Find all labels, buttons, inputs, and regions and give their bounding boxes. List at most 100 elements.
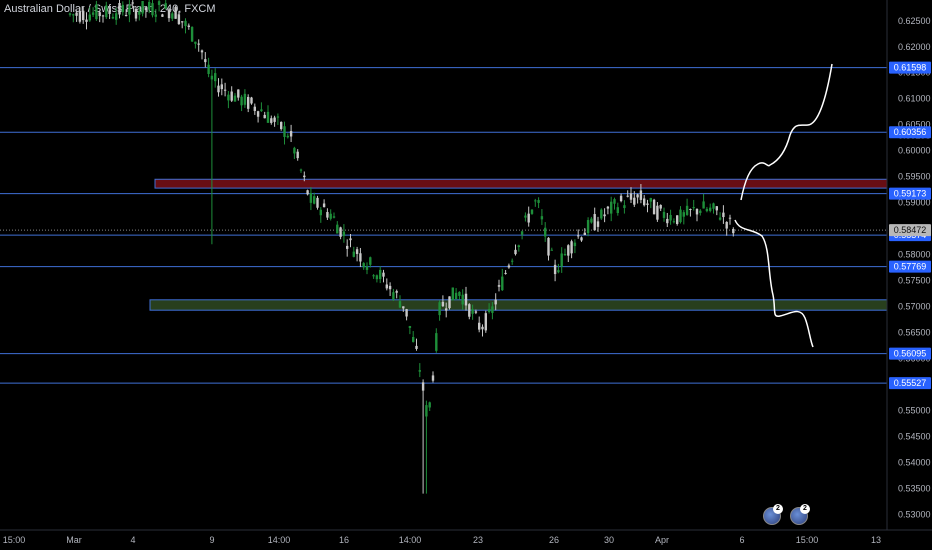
candle-body — [438, 302, 441, 316]
candle-body — [626, 195, 629, 197]
candle-body — [544, 227, 547, 237]
candle-body — [600, 209, 603, 219]
price-tick-label: 0.54500 — [898, 431, 931, 441]
candle-body — [98, 12, 101, 17]
candle-body — [659, 205, 662, 209]
candle-body — [702, 201, 705, 209]
candle-body — [666, 218, 669, 224]
candle-body — [296, 151, 299, 159]
candle-body — [124, 15, 128, 17]
candle-body — [256, 111, 260, 117]
candle-body — [692, 207, 695, 209]
candle-body — [138, 11, 141, 15]
candle-body — [154, 14, 157, 17]
candle-body — [451, 287, 454, 301]
candle-body — [504, 272, 507, 274]
price-tick-label: 0.57000 — [898, 302, 931, 312]
level-badge-label: 0.59173 — [894, 189, 927, 199]
candle-body — [530, 209, 534, 214]
candle-body — [553, 264, 557, 275]
last-price-badge-label: 0.58472 — [894, 225, 927, 235]
candle-body — [375, 275, 379, 280]
candle-body — [197, 43, 200, 45]
time-tick-label: 15:00 — [796, 535, 819, 545]
candle-body — [474, 311, 478, 313]
candle-body — [306, 190, 309, 195]
candle-body — [517, 245, 520, 248]
candle-body — [398, 301, 402, 308]
price-tick-label: 0.61000 — [898, 94, 931, 104]
candle-body — [355, 249, 359, 254]
price-tick-label: 0.56500 — [898, 328, 931, 338]
candle-body — [263, 114, 266, 119]
time-tick-label: 23 — [473, 535, 483, 545]
candle-body — [639, 190, 643, 200]
candle-body — [695, 209, 699, 215]
idea-avatar-icon[interactable]: 2 — [790, 504, 810, 525]
candle-body — [715, 206, 718, 211]
candle-body — [210, 75, 214, 80]
candle-body — [431, 375, 435, 381]
candle-body — [646, 203, 649, 205]
candle-body — [478, 322, 481, 330]
candle-body — [342, 231, 346, 236]
price-tick-label: 0.59000 — [898, 198, 931, 208]
candle-body — [187, 25, 190, 27]
candle-body — [108, 10, 111, 14]
candle-body — [494, 299, 497, 305]
candle-body — [362, 263, 365, 268]
candle-body — [174, 6, 177, 19]
level-badge — [889, 126, 931, 139]
time-tick-label: 14:00 — [399, 535, 422, 545]
levels-layer — [0, 67, 887, 384]
idea-avatar-icon[interactable]: 2 — [763, 504, 783, 525]
candle-body — [563, 253, 567, 256]
candle-body — [217, 85, 220, 93]
candle-body — [326, 212, 329, 218]
candle-body — [85, 19, 88, 22]
candle-body — [501, 276, 504, 291]
time-tick-label: 15:00 — [3, 535, 26, 545]
candle-body — [91, 12, 95, 15]
candle-body — [685, 205, 689, 215]
price-tick-label: 0.62500 — [898, 16, 931, 26]
candle-body — [705, 208, 709, 212]
candle-body — [72, 14, 75, 16]
candle-body — [392, 292, 395, 300]
candle-body — [68, 13, 72, 15]
candle-body — [623, 205, 626, 209]
price-badges: 0.602950.615980.603560.591730.583740.577… — [889, 61, 931, 390]
candle-body — [616, 207, 619, 214]
candle-body — [633, 197, 636, 205]
price-tick-label: 0.53500 — [898, 483, 931, 493]
candle-body — [550, 249, 553, 251]
candle-body — [200, 50, 204, 53]
candle-body — [421, 382, 425, 391]
candle-body — [161, 14, 164, 17]
candle-body — [270, 118, 273, 123]
candle-body — [514, 249, 517, 255]
candle-body — [590, 218, 593, 223]
level-badge — [889, 61, 931, 74]
price-tick-label: 0.53000 — [898, 509, 931, 519]
last-price-badge — [889, 224, 931, 237]
candle-body — [346, 245, 349, 249]
candle-body — [725, 221, 728, 229]
candle-body — [332, 216, 336, 218]
candle-body — [732, 228, 735, 234]
price-tick-label: 0.59500 — [898, 172, 931, 182]
candle-body — [699, 210, 702, 213]
time-tick-label: 9 — [209, 535, 214, 545]
candle-body — [718, 217, 722, 220]
candle-body — [303, 175, 306, 178]
candle-body — [540, 216, 544, 220]
candle-body — [131, 2, 134, 4]
candle-body — [425, 405, 428, 417]
candle-body — [283, 126, 286, 137]
candle-body — [382, 272, 385, 277]
level-badge — [889, 347, 931, 360]
candle-body — [573, 242, 577, 247]
candle-body — [481, 326, 484, 330]
candle-body — [237, 89, 240, 98]
